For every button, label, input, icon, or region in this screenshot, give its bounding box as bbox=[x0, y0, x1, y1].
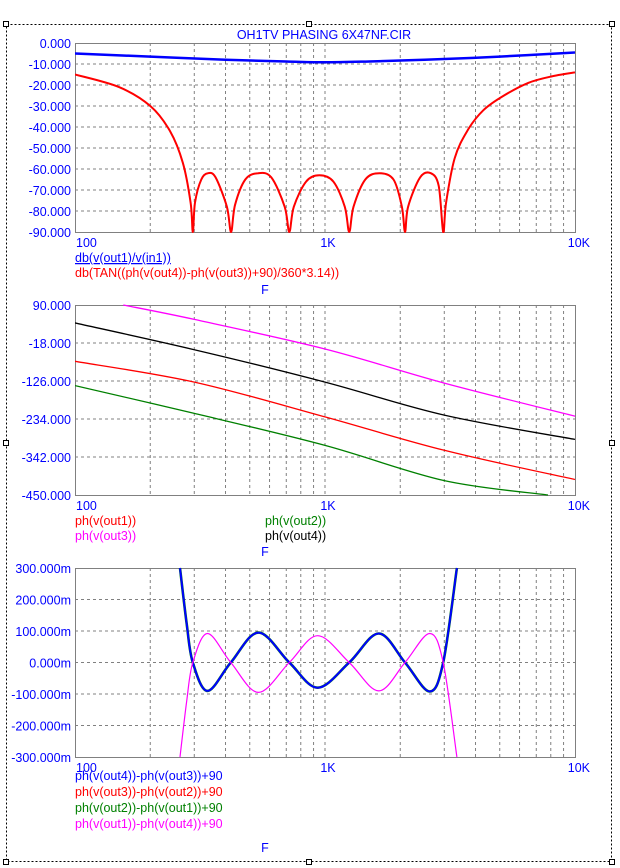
y-tick-label: -20.000 bbox=[29, 79, 71, 93]
y-tick-label: -80.000 bbox=[29, 205, 71, 219]
x-axis-label: F bbox=[261, 283, 269, 297]
y-tick-label: -60.000 bbox=[29, 163, 71, 177]
y-tick-label: 100.000m bbox=[15, 625, 71, 639]
y-tick-label: -70.000 bbox=[29, 184, 71, 198]
series-line-green bbox=[178, 567, 459, 693]
grid bbox=[75, 568, 575, 757]
y-tick-label: 300.000m bbox=[15, 562, 71, 576]
grid bbox=[75, 43, 575, 232]
selection-frame[interactable] bbox=[6, 24, 612, 862]
legend-entry: ph(v(out1)) bbox=[75, 514, 136, 528]
legend-entry: db(TAN((ph(v(out4))-ph(v(out3))+90)/360*… bbox=[75, 266, 339, 280]
resize-handle[interactable] bbox=[3, 21, 9, 27]
grid bbox=[75, 305, 575, 495]
y-tick-label: -90.000 bbox=[29, 226, 71, 240]
series-line-black bbox=[75, 322, 575, 441]
y-tick-label: -40.000 bbox=[29, 121, 71, 135]
legend-entry: ph(v(out3)) bbox=[75, 529, 136, 543]
x-tick-label: 1K bbox=[320, 761, 336, 775]
y-tick-label: -50.000 bbox=[29, 142, 71, 156]
x-tick-label: 100 bbox=[76, 761, 97, 775]
plot-border bbox=[75, 568, 576, 758]
plot-panel-1: 0.000 -10.000 -20.000 -30.000 -40.000 -50.000… bbox=[29, 37, 591, 297]
series-line-blue bbox=[75, 51, 575, 64]
x-tick-label: 100 bbox=[76, 499, 97, 513]
chart-title: OH1TV PHASING 6X47NF.CIR bbox=[237, 28, 411, 42]
x-axis-label: F bbox=[261, 841, 269, 855]
resize-handle[interactable] bbox=[3, 859, 9, 865]
y-tick-label: -18.000 bbox=[29, 337, 71, 351]
x-tick-label: 10K bbox=[568, 499, 591, 513]
series-line-red bbox=[75, 360, 575, 481]
resize-handle[interactable] bbox=[609, 440, 615, 446]
legend-entry: ph(v(out4)) bbox=[265, 529, 326, 543]
y-tick-label: -126.000 bbox=[22, 375, 71, 389]
x-tick-label: 1K bbox=[320, 236, 336, 250]
x-tick-label: 10K bbox=[568, 761, 591, 775]
y-tick-label: -450.000 bbox=[22, 489, 71, 503]
y-tick-label: 0.000 bbox=[40, 37, 71, 51]
legend-entry: ph(v(out3))-ph(v(out2))+90 bbox=[75, 785, 223, 799]
y-tick-label: 0.000m bbox=[29, 657, 71, 671]
resize-handle[interactable] bbox=[609, 859, 615, 865]
resize-handle[interactable] bbox=[609, 21, 615, 27]
x-axis-label: F bbox=[261, 545, 269, 559]
x-tick-label: 1K bbox=[320, 499, 336, 513]
x-tick-label: 100 bbox=[76, 236, 97, 250]
series-line-red bbox=[179, 567, 458, 693]
resize-handle[interactable] bbox=[3, 440, 9, 446]
plot-border bbox=[75, 305, 576, 496]
series-line-green bbox=[75, 384, 549, 496]
y-tick-label: -342.000 bbox=[22, 451, 71, 465]
y-tick-label: -300.000m bbox=[11, 751, 71, 765]
y-tick-label: -100.000m bbox=[11, 688, 71, 702]
y-tick-label: 200.000m bbox=[15, 594, 71, 608]
x-tick-label: 10K bbox=[568, 236, 591, 250]
plot-panel-2: 90.000 -18.000 -126.000 -234.000 -342.000 -45… bbox=[22, 299, 591, 559]
plot-panel-3: 300.000m 200.000m 100.000m 0.000m -100.000m -… bbox=[11, 562, 590, 855]
y-tick-label: 90.000 bbox=[33, 299, 71, 313]
resize-handle[interactable] bbox=[306, 21, 312, 27]
series-line-red bbox=[75, 71, 575, 233]
y-tick-label: -200.000m bbox=[11, 720, 71, 734]
legend-entry: ph(v(out1))-ph(v(out4))+90 bbox=[75, 817, 223, 831]
legend-entry: ph(v(out2))-ph(v(out1))+90 bbox=[75, 801, 223, 815]
legend-entry: db(v(out1)/v(in1)) bbox=[75, 251, 171, 265]
series-line-blue bbox=[179, 567, 458, 693]
plot-border bbox=[75, 43, 576, 233]
y-tick-label: -10.000 bbox=[29, 58, 71, 72]
legend-entry: ph(v(out4))-ph(v(out3))+90 bbox=[75, 769, 223, 783]
y-tick-label: -30.000 bbox=[29, 100, 71, 114]
series-line-magenta bbox=[179, 632, 458, 758]
resize-handle[interactable] bbox=[306, 859, 312, 865]
legend-entry: ph(v(out2)) bbox=[265, 514, 326, 528]
series-line-magenta bbox=[123, 304, 575, 417]
y-tick-label: -234.000 bbox=[22, 413, 71, 427]
